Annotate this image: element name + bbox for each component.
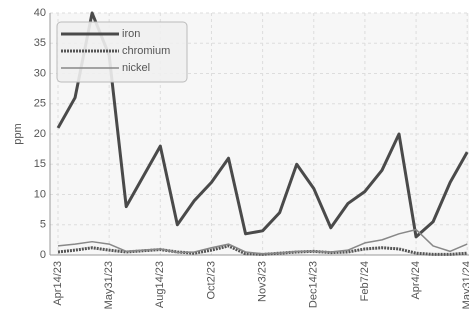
y-tick-label: 35	[34, 37, 46, 49]
x-tick-label: Aug14/23	[154, 261, 166, 308]
y-axis-label: ppm	[12, 123, 24, 144]
y-tick-label: 15	[34, 158, 46, 170]
line-series	[57, 228, 468, 255]
y-tick-label: 25	[34, 98, 46, 110]
y-tick-label: 30	[34, 67, 46, 79]
y-tick-label: 0	[40, 249, 46, 261]
x-tick-label: Dec14/23	[308, 261, 320, 308]
legend-box	[56, 21, 188, 83]
x-tick-label: Apr4/24	[410, 261, 422, 300]
legend-label: chromium	[122, 45, 170, 57]
x-tick-label: May31/24	[461, 261, 469, 309]
y-tick-label: 40	[34, 7, 46, 19]
x-tick-label: Feb7/24	[359, 261, 371, 301]
x-tick-label: Oct2/23	[205, 261, 217, 300]
y-tick-label: 10	[34, 188, 46, 200]
y-tick-label: 5	[40, 219, 46, 231]
x-tick-label: Nov3/23	[257, 261, 269, 302]
line-series	[56, 11, 469, 239]
x-tick-label: Apr14/23	[52, 261, 64, 306]
legend-label: iron	[122, 28, 140, 40]
legend-label: nickel	[122, 62, 150, 74]
y-tick-label: 20	[34, 128, 46, 140]
x-tick-label: May31/23	[103, 261, 115, 309]
